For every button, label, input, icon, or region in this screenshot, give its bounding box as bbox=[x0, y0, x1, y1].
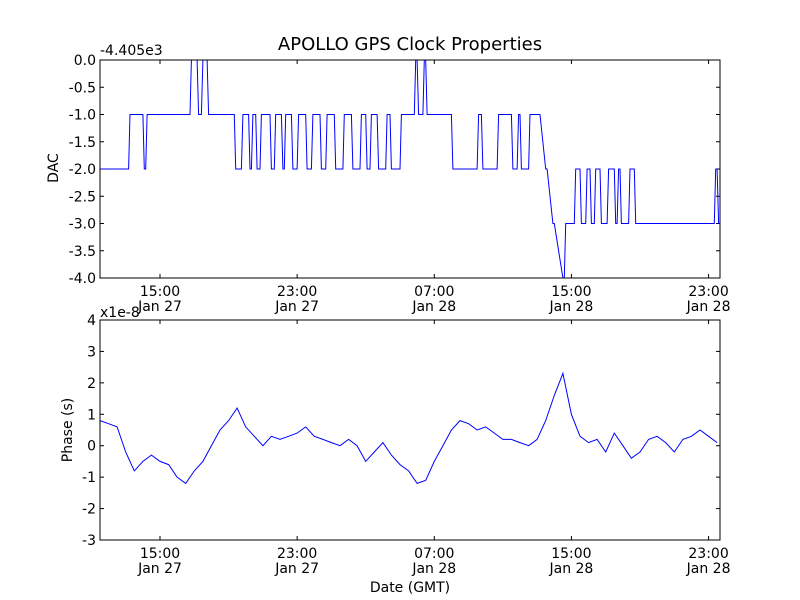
y-tick-label: -1 bbox=[82, 470, 96, 486]
dac-ylabel: DAC bbox=[46, 153, 62, 183]
phase-panel-line bbox=[99, 371, 718, 485]
phase-ylabel: Phase (s) bbox=[60, 398, 76, 462]
x-tick-label-date: Jan 28 bbox=[411, 561, 456, 577]
dac-axes-frame bbox=[99, 59, 721, 279]
x-tick-label-time: 07:00 bbox=[414, 546, 454, 562]
y-tick-label: 0.0 bbox=[74, 53, 96, 69]
phase-offset-label: x1e-8 bbox=[100, 305, 140, 321]
x-tick-label-date: Jan 27 bbox=[274, 299, 319, 315]
dac-offset-label: -4.405e3 bbox=[100, 43, 163, 59]
x-tick-label-time: 15:00 bbox=[551, 546, 591, 562]
x-tick-label-date: Jan 28 bbox=[686, 561, 731, 577]
dac-series bbox=[100, 59, 720, 279]
y-tick-label: -3.5 bbox=[69, 244, 96, 260]
y-tick-label: 2 bbox=[87, 376, 96, 392]
x-tick-label-date: Jan 27 bbox=[137, 561, 182, 577]
x-tick-label-date: Jan 28 bbox=[548, 561, 593, 577]
y-tick-label: 3 bbox=[87, 344, 96, 360]
x-tick-label-date: Jan 28 bbox=[548, 299, 593, 315]
x-tick-label-time: 23:00 bbox=[688, 284, 728, 300]
y-tick-label: 4 bbox=[87, 313, 96, 329]
y-tick-label: 0 bbox=[87, 439, 96, 455]
x-tick-label-time: 23:00 bbox=[277, 284, 317, 300]
y-tick-label: -0.5 bbox=[69, 80, 96, 96]
chart-title: APOLLO GPS Clock Properties bbox=[278, 34, 542, 55]
y-tick-label: -2.5 bbox=[69, 189, 96, 205]
x-tick-label-date: Jan 27 bbox=[274, 561, 319, 577]
y-tick-label: -2 bbox=[82, 502, 96, 518]
x-tick-label-date: Jan 28 bbox=[686, 299, 731, 315]
dac-panel: -4.405e3 DAC 0.0 -0.5 -1.0 -1.5 -2.0 -2.5 -3.0… bbox=[46, 43, 731, 315]
x-tick-label-time: 23:00 bbox=[688, 546, 728, 562]
y-tick-label: -3 bbox=[82, 533, 96, 549]
dac-panel-line bbox=[100, 59, 720, 279]
y-tick-label: 1 bbox=[87, 407, 96, 423]
x-tick-label-time: 23:00 bbox=[277, 546, 317, 562]
y-tick-label: -4.0 bbox=[69, 271, 96, 287]
x-tick-label-date: Jan 27 bbox=[137, 299, 182, 315]
x-tick-label-date: Jan 28 bbox=[411, 299, 456, 315]
phase-axes-frame bbox=[99, 319, 721, 541]
x-tick-label-time: 07:00 bbox=[414, 284, 454, 300]
y-tick-label: -1.0 bbox=[69, 108, 96, 124]
y-tick-label: -3.0 bbox=[69, 217, 96, 233]
x-axis-label: Date (GMT) bbox=[370, 580, 450, 596]
x-tick-label-time: 15:00 bbox=[551, 284, 591, 300]
phase-series bbox=[99, 371, 718, 485]
x-tick-label-time: 15:00 bbox=[140, 284, 180, 300]
x-tick-label-time: 15:00 bbox=[140, 546, 180, 562]
dac-ticks: 0.0 -0.5 -1.0 -1.5 -2.0 -2.5 -3.0 -3.5 -4.0 15:00… bbox=[69, 53, 731, 315]
y-tick-label: -1.5 bbox=[69, 135, 96, 151]
y-tick-label: -2.0 bbox=[69, 162, 96, 178]
